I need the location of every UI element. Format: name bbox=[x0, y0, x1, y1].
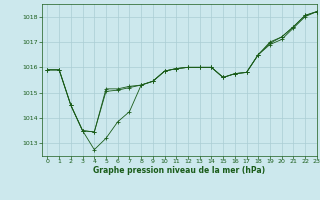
X-axis label: Graphe pression niveau de la mer (hPa): Graphe pression niveau de la mer (hPa) bbox=[93, 166, 265, 175]
